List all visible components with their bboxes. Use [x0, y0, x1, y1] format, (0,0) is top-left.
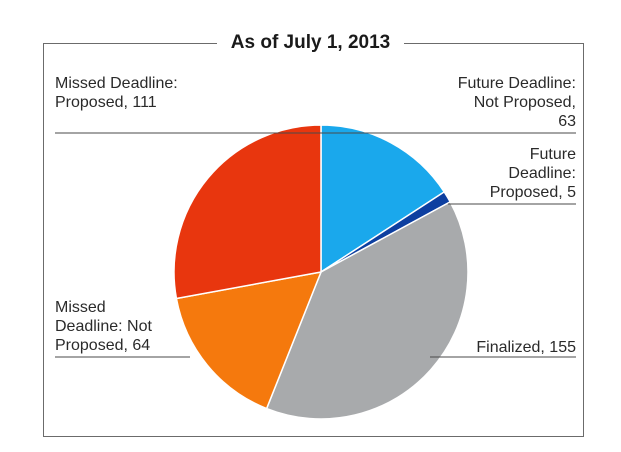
- slice-missed-proposed: [173, 124, 322, 300]
- slice-finalized: [265, 200, 469, 420]
- chart-title: As of July 1, 2013: [216, 32, 405, 53]
- slice-missed-not-proposed: [175, 271, 323, 410]
- label-missed-proposed: Missed Deadline: Proposed, 111: [55, 75, 178, 111]
- label-future-proposed: Future Deadline: Proposed, 5: [489, 146, 576, 201]
- slice-future-not-proposed: [320, 124, 446, 274]
- label-future-not-proposed: Future Deadline: Not Proposed, 63: [457, 75, 576, 130]
- label-missed-not-proposed: Missed Deadline: Not Proposed, 64: [55, 299, 152, 354]
- label-finalized: Finalized, 155: [476, 339, 576, 356]
